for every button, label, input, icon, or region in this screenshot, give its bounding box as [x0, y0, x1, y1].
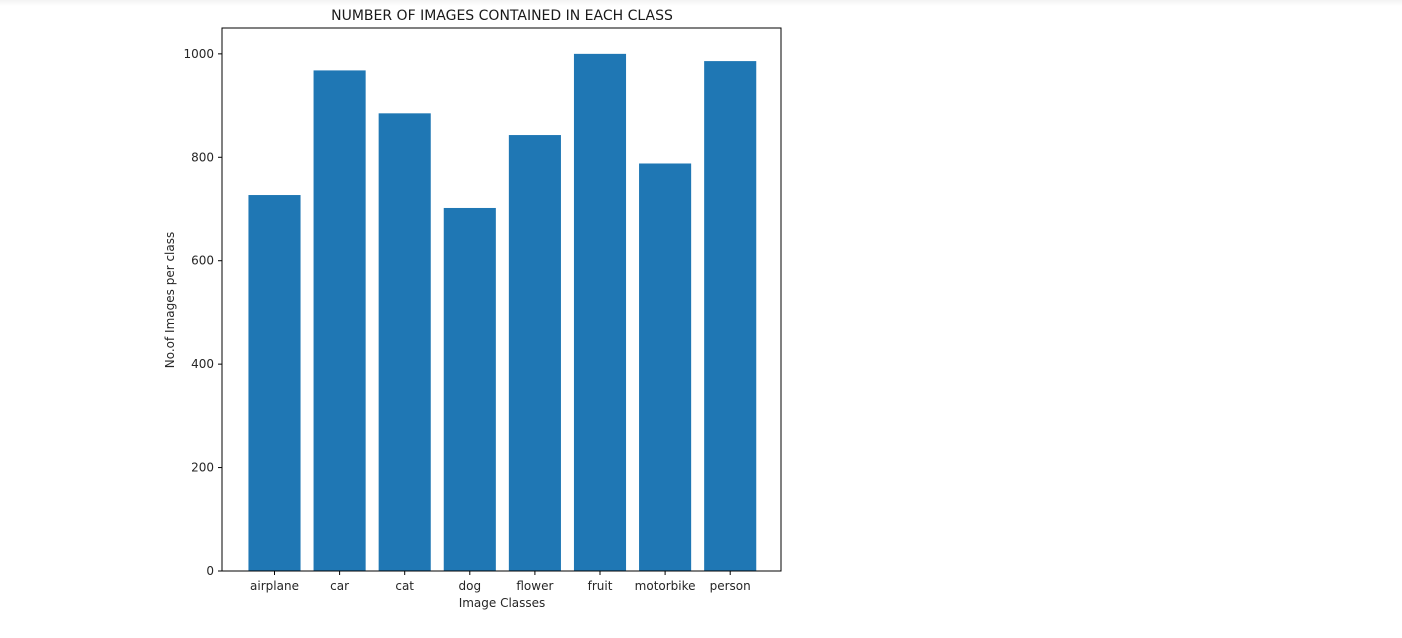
chart-title: NUMBER OF IMAGES CONTAINED IN EACH CLASS — [331, 8, 673, 24]
x-tick-label-car: car — [330, 579, 349, 593]
y-tick-label: 200 — [191, 461, 214, 475]
bar-cat — [378, 113, 431, 571]
y-tick-label: 400 — [191, 357, 214, 371]
x-axis-label: Image Classes — [459, 596, 546, 610]
x-tick-label-cat: cat — [395, 579, 414, 593]
y-tick-label: 800 — [191, 150, 214, 164]
bar-dog — [443, 207, 496, 571]
y-axis-label: No.of Images per class — [163, 232, 177, 369]
x-tick-label-person: person — [710, 579, 751, 593]
plot-frame — [221, 27, 782, 572]
y-tick-label: 0 — [206, 564, 214, 578]
x-tick-label-airplane: airplane — [250, 579, 299, 593]
bar-car — [313, 70, 366, 571]
bar-person — [704, 61, 757, 571]
x-tick-label-flower: flower — [516, 579, 553, 593]
bars-group — [248, 53, 757, 572]
x-tick-label-motorbike: motorbike — [635, 579, 696, 593]
bar-airplane — [248, 195, 301, 572]
y-tick-label: 600 — [191, 254, 214, 268]
bar-flower — [508, 135, 561, 572]
x-tick-label-dog: dog — [459, 579, 482, 593]
bar-fruit — [573, 53, 627, 572]
x-ticks-group: airplane car cat dog flower fruit motorbike per… — [250, 571, 751, 593]
y-tick-label: 1000 — [183, 47, 214, 61]
x-tick-label-fruit: fruit — [588, 579, 613, 593]
bar-motorbike — [639, 163, 692, 572]
top-strip — [0, 0, 1402, 6]
y-ticks-group: 0 200 400 600 800 1000 — [183, 47, 222, 578]
